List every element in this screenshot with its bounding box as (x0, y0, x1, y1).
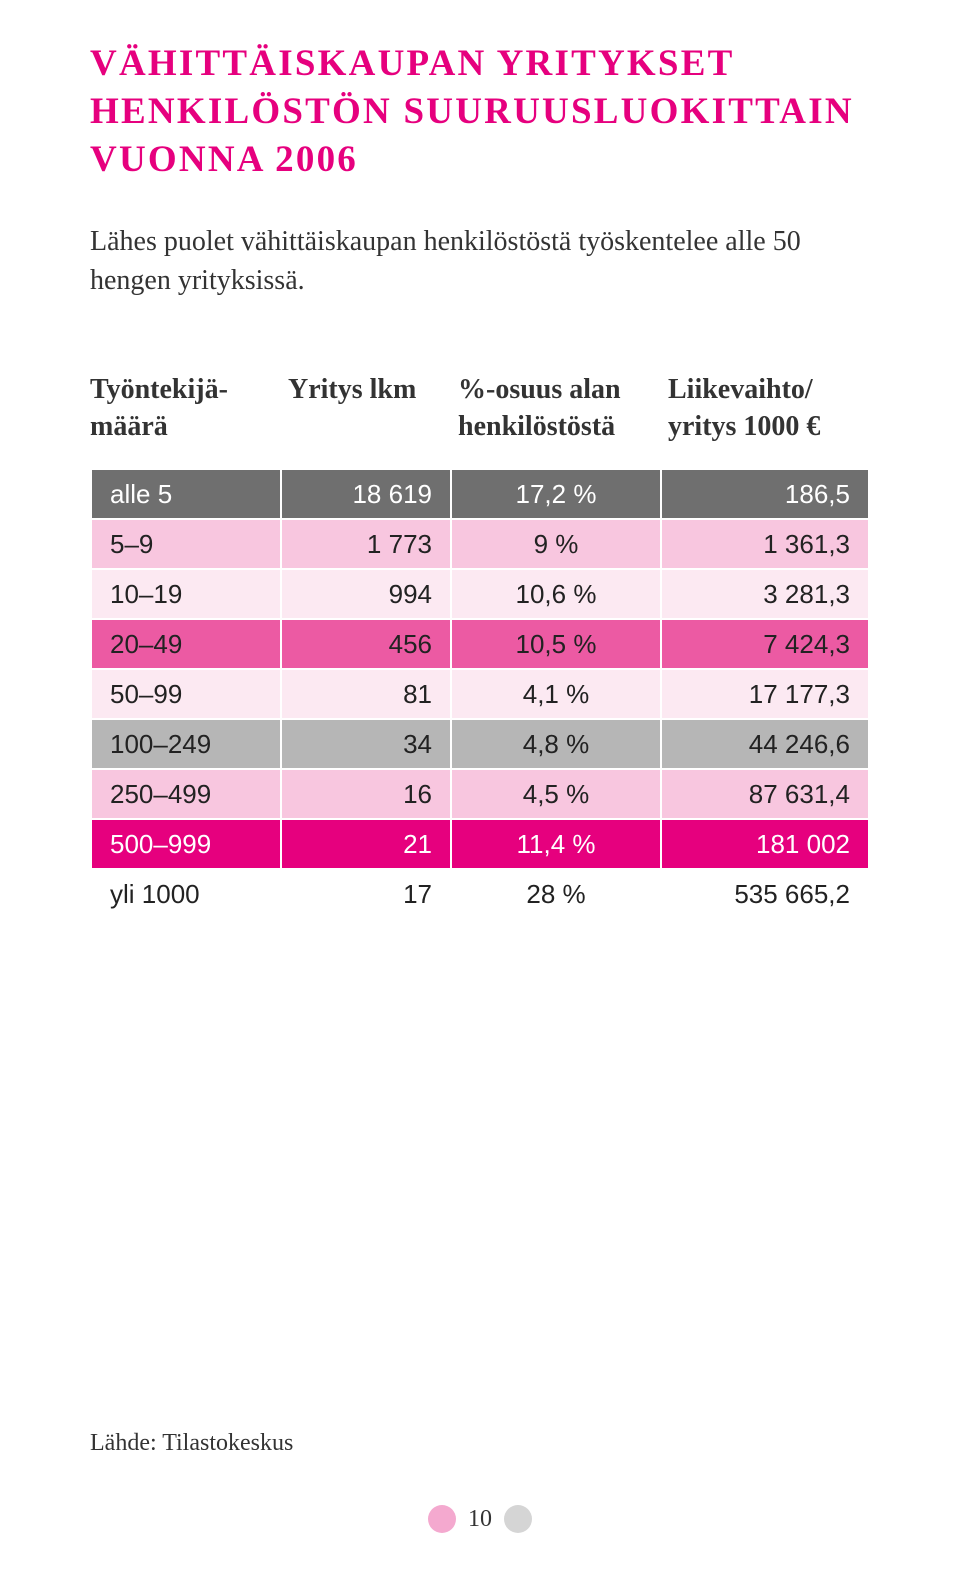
table-cell: 17 177,3 (661, 669, 869, 719)
table-cell: 18 619 (281, 469, 451, 519)
table-cell: 21 (281, 819, 451, 869)
table-cell: 17 (281, 869, 451, 919)
table-cell: 4,1 % (451, 669, 661, 719)
data-table: alle 518 61917,2 %186,55–91 7739 %1 361,… (90, 468, 870, 920)
table-cell: alle 5 (91, 469, 281, 519)
header-col-2: Yritys lkm (280, 371, 450, 447)
title-line-1: Vähittäiskaupan yritykset (90, 40, 870, 88)
source-credit: Lähde: Tilastokeskus (90, 1430, 293, 1457)
dot-left-icon (428, 1505, 456, 1533)
table-row: 50–99814,1 %17 177,3 (91, 669, 869, 719)
table-cell: 44 246,6 (661, 719, 869, 769)
table-cell: 186,5 (661, 469, 869, 519)
table-row: alle 518 61917,2 %186,5 (91, 469, 869, 519)
table-cell: 50–99 (91, 669, 281, 719)
table-cell: 20–49 (91, 619, 281, 669)
table-row: 20–4945610,5 %7 424,3 (91, 619, 869, 669)
table-row: yli 10001728 %535 665,2 (91, 869, 869, 919)
title-line-2: henkilöstön suuruusluokittain (90, 88, 870, 136)
table-cell: 16 (281, 769, 451, 819)
table-cell: 456 (281, 619, 451, 669)
table-cell: 181 002 (661, 819, 869, 869)
table-row: 10–1999410,6 %3 281,3 (91, 569, 869, 619)
table-cell: 1 361,3 (661, 519, 869, 569)
table-cell: 10,5 % (451, 619, 661, 669)
table-row: 250–499164,5 %87 631,4 (91, 769, 869, 819)
table-cell: 9 % (451, 519, 661, 569)
table-cell: 250–499 (91, 769, 281, 819)
table-cell: 34 (281, 719, 451, 769)
table-cell: yli 1000 (91, 869, 281, 919)
table-cell: 5–9 (91, 519, 281, 569)
dot-right-icon (504, 1505, 532, 1533)
table-cell: 28 % (451, 869, 661, 919)
page-title: Vähittäiskaupan yritykset henkilöstön su… (90, 40, 870, 184)
table-row: 100–249344,8 %44 246,6 (91, 719, 869, 769)
page-number: 10 (468, 1506, 492, 1533)
header-col-3: %-osuus alan henkilöstöstä (450, 371, 660, 447)
table-row: 5–91 7739 %1 361,3 (91, 519, 869, 569)
header-col-4: Liikevaihto/ yritys 1000 € (660, 371, 868, 447)
table-cell: 1 773 (281, 519, 451, 569)
header-col-1: Työntekijä- määrä (90, 371, 280, 447)
title-line-3: vuonna 2006 (90, 136, 870, 184)
intro-paragraph: Lähes puolet vähittäiskaupan henkilöstös… (90, 222, 870, 300)
table-cell: 100–249 (91, 719, 281, 769)
table-cell: 11,4 % (451, 819, 661, 869)
table-header-row: Työntekijä- määrä Yritys lkm %-osuus ala… (90, 371, 870, 447)
table-cell: 10–19 (91, 569, 281, 619)
table-cell: 17,2 % (451, 469, 661, 519)
table-cell: 994 (281, 569, 451, 619)
table-cell: 535 665,2 (661, 869, 869, 919)
table-cell: 81 (281, 669, 451, 719)
table-cell: 3 281,3 (661, 569, 869, 619)
table-cell: 500–999 (91, 819, 281, 869)
table-row: 500–9992111,4 %181 002 (91, 819, 869, 869)
table-cell: 7 424,3 (661, 619, 869, 669)
table-cell: 10,6 % (451, 569, 661, 619)
table-cell: 4,5 % (451, 769, 661, 819)
table-cell: 4,8 % (451, 719, 661, 769)
page-footer: 10 (0, 1505, 960, 1533)
table-cell: 87 631,4 (661, 769, 869, 819)
